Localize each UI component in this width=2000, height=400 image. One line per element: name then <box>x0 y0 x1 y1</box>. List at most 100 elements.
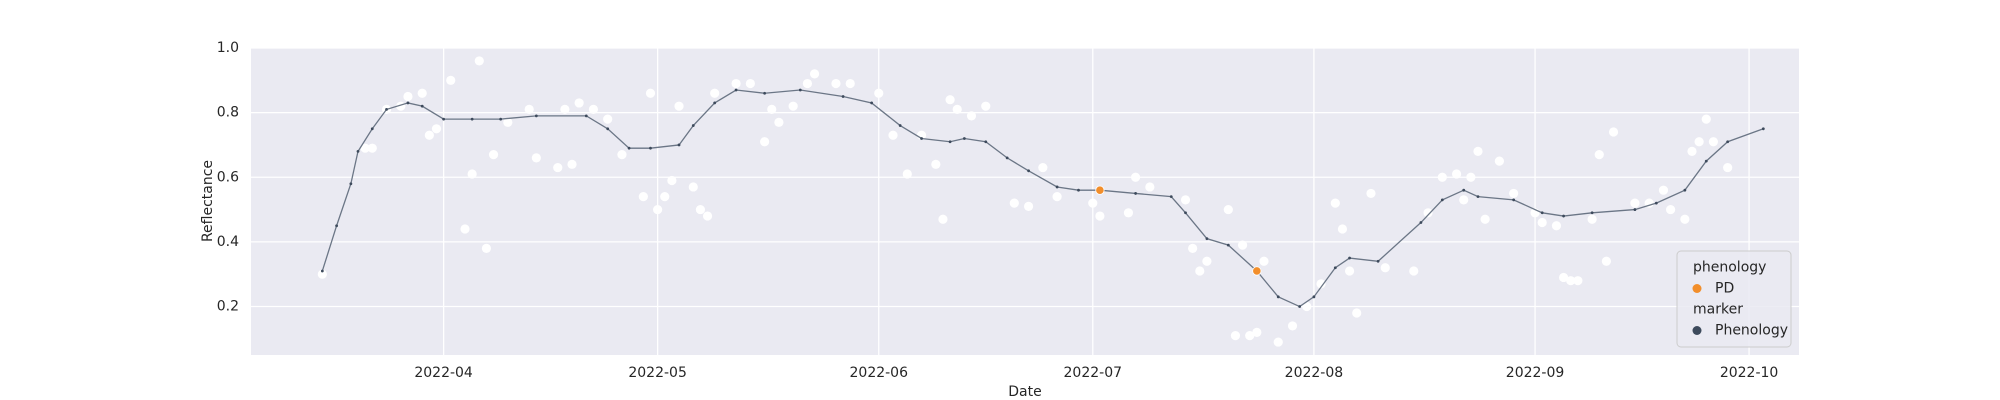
observation-point <box>845 78 855 89</box>
trend-marker <box>406 101 410 105</box>
trend-marker <box>948 140 952 144</box>
y-axis-label: Reflectance <box>200 160 216 242</box>
observation-point <box>874 88 884 98</box>
x-tick-label: 2022-07 <box>1064 365 1123 381</box>
observation-point <box>931 159 941 169</box>
legend-title: marker <box>1693 302 1743 318</box>
trend-marker <box>606 127 610 131</box>
trend-marker <box>1726 140 1730 144</box>
trend-marker <box>1633 208 1637 211</box>
observation-point <box>1601 256 1611 266</box>
observation-point <box>1459 195 1469 205</box>
observation-point <box>1130 172 1141 182</box>
y-tick-label: 0.4 <box>217 234 239 250</box>
trend-marker <box>584 114 588 118</box>
trend-marker <box>1683 188 1687 192</box>
x-tick-label: 2022-06 <box>850 365 909 381</box>
observation-point <box>1708 137 1718 147</box>
legend-swatch <box>1692 326 1702 335</box>
trend-marker <box>920 137 923 140</box>
observation-point <box>1494 156 1504 166</box>
trend-marker <box>841 95 845 98</box>
observation-point <box>1594 150 1604 160</box>
trend-marker <box>984 140 988 144</box>
observation-point <box>1380 263 1390 273</box>
trend-marker <box>1704 159 1708 163</box>
trend-marker <box>870 101 874 105</box>
observation-point <box>1723 162 1733 173</box>
observation-point <box>1680 214 1690 224</box>
observation-point <box>588 104 599 114</box>
observation-point <box>1038 162 1048 173</box>
observation-point <box>653 204 663 215</box>
observation-point <box>710 88 720 98</box>
observation-point <box>760 137 770 147</box>
event-point <box>1252 266 1262 276</box>
trend-marker <box>1077 188 1080 192</box>
trend-marker <box>534 114 538 118</box>
trend-marker <box>1562 214 1565 218</box>
trend-marker <box>1134 192 1137 195</box>
observation-point <box>1023 201 1034 211</box>
observation-point <box>767 104 777 114</box>
trend-marker <box>1440 198 1444 202</box>
trend-marker <box>1419 221 1423 224</box>
observation-point <box>1509 188 1519 199</box>
trend-marker <box>1276 295 1280 299</box>
observation-point <box>1558 272 1569 283</box>
observation-point <box>460 224 470 234</box>
trend-marker <box>1312 295 1316 299</box>
observation-point <box>1088 198 1098 208</box>
observation-point <box>553 162 563 173</box>
trend-marker <box>1055 185 1059 189</box>
observation-point <box>1344 266 1355 276</box>
legend-title: phenology <box>1693 260 1766 276</box>
plot-background <box>251 48 1799 355</box>
observation-point <box>1665 204 1676 215</box>
observation-point <box>603 114 613 124</box>
observation-point <box>1195 266 1205 276</box>
trend-marker <box>1761 127 1765 131</box>
observation-point <box>560 104 570 114</box>
observation-point <box>1330 198 1340 208</box>
observation-point <box>638 192 648 202</box>
observation-point <box>966 111 977 121</box>
observation-point <box>1230 331 1241 341</box>
observation-point <box>1273 337 1283 347</box>
y-tick-label: 0.8 <box>217 105 239 121</box>
observation-point <box>367 143 377 153</box>
observation-point <box>645 88 656 98</box>
trend-marker <box>499 117 503 121</box>
event-point <box>1095 185 1105 195</box>
observation-point <box>1551 221 1562 231</box>
trend-marker <box>763 91 767 95</box>
observation-point <box>1701 114 1711 124</box>
observation-point <box>424 130 434 140</box>
observation-point <box>1237 240 1248 250</box>
trend-marker <box>1027 169 1030 173</box>
observation-point <box>660 192 670 202</box>
trend-marker <box>898 124 902 127</box>
observation-point <box>617 150 627 160</box>
observation-point <box>667 175 677 186</box>
x-tick-label: 2022-05 <box>628 365 687 381</box>
trend-line <box>321 89 1764 308</box>
observation-point <box>1423 208 1433 218</box>
observation-point <box>360 143 370 153</box>
observation-point <box>503 117 513 127</box>
trend-marker <box>370 127 374 131</box>
trend-marker <box>1462 188 1466 192</box>
observation-point <box>431 124 442 134</box>
observation-point <box>695 204 706 215</box>
observation-point <box>981 101 991 111</box>
observation-point <box>1366 188 1376 199</box>
observation-point <box>1409 266 1419 276</box>
observation-point <box>1202 256 1212 266</box>
observation-point <box>1566 276 1576 286</box>
observation-point <box>1009 198 1019 208</box>
observation-point <box>745 78 755 89</box>
trend-marker <box>1590 211 1594 215</box>
observation-point <box>1123 208 1134 218</box>
observation-point <box>1245 331 1255 341</box>
y-tick-label: 1.0 <box>217 40 239 56</box>
